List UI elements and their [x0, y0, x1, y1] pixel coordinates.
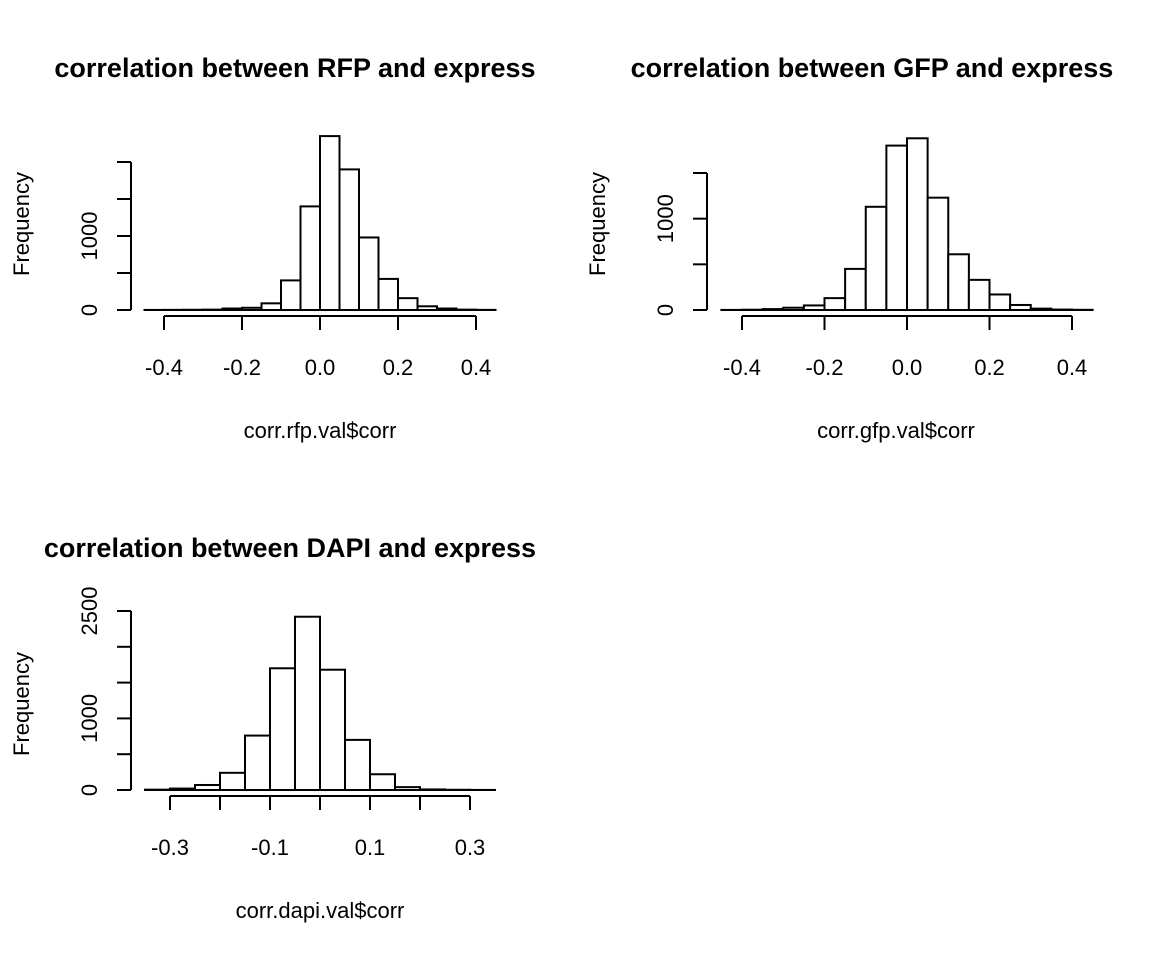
histogram-bar: [802, 304, 826, 311]
y-tick-label: 1000: [653, 194, 678, 243]
histogram-bar: [260, 302, 282, 311]
x-tick-label: 0.0: [305, 355, 336, 380]
histogram-bar: [782, 306, 805, 312]
histogram-bar: [319, 668, 346, 791]
histogram-bar: [269, 667, 296, 792]
histogram-bar: [823, 297, 847, 312]
histogram-bar: [1009, 303, 1032, 311]
x-tick-label: 0.1: [355, 835, 386, 860]
histogram-bar: [436, 307, 458, 311]
y-tick-label: 0: [653, 304, 678, 316]
histogram-bar: [416, 305, 438, 311]
histogram-bar: [397, 297, 419, 312]
y-axis-label: Frequency: [9, 652, 34, 756]
histogram-bar: [394, 786, 421, 791]
histogram-bar: [369, 773, 396, 791]
histogram-bar: [244, 734, 271, 791]
histogram-bar: [194, 783, 221, 791]
chart-title: correlation between DAPI and express: [44, 533, 536, 563]
histogram-bar: [419, 788, 446, 791]
histogram-bar: [967, 278, 991, 311]
x-tick-label: 0.4: [461, 355, 492, 380]
histogram-bar: [906, 137, 929, 311]
x-tick-label: 0.4: [1057, 355, 1088, 380]
y-tick-label: 0: [77, 304, 102, 316]
x-tick-label: 0.0: [892, 355, 923, 380]
chart-title: correlation between RFP and express: [54, 53, 535, 83]
x-axis-label: corr.rfp.val$corr: [244, 418, 397, 443]
histogram-bar: [219, 771, 246, 791]
x-tick-label: 0.2: [383, 355, 414, 380]
x-tick-label: 0.3: [455, 835, 486, 860]
y-axis-label: Frequency: [585, 172, 610, 276]
histogram-bar: [926, 196, 950, 311]
x-axis-label: corr.dapi.val$corr: [236, 898, 405, 923]
panel-rfp: correlation between RFP and express corr…: [9, 53, 536, 443]
histogram-bar: [1029, 307, 1053, 312]
x-tick-label: 0.2: [974, 355, 1005, 380]
y-tick-label: 1000: [77, 694, 102, 743]
histogram-bar: [299, 205, 321, 311]
histogram-bar: [864, 205, 888, 311]
histogram-bar: [344, 738, 371, 792]
histogram-bar: [319, 135, 341, 311]
x-tick-label: -0.1: [251, 835, 289, 860]
histogram-bar: [241, 306, 263, 311]
histogram-bar: [169, 787, 196, 791]
x-axis-label: corr.gfp.val$corr: [817, 418, 975, 443]
y-tick-label: 1000: [77, 212, 102, 261]
y-tick-label: 2500: [77, 587, 102, 636]
panel-dapi: correlation between DAPI and express cor…: [9, 533, 536, 923]
x-tick-label: -0.2: [223, 355, 261, 380]
x-tick-label: -0.4: [145, 355, 183, 380]
histogram-bar: [221, 307, 243, 311]
histogram-bar: [988, 293, 1012, 311]
histogram-bar: [947, 253, 970, 311]
histogram-bar: [280, 279, 302, 311]
histogram-bar: [844, 267, 867, 311]
histogram-bar: [338, 168, 360, 311]
histogram-bar: [761, 308, 785, 312]
x-tick-label: -0.4: [723, 355, 761, 380]
y-tick-label: 0: [77, 784, 102, 796]
histogram-bar: [885, 144, 908, 311]
histogram-bar: [294, 615, 321, 792]
x-tick-label: -0.2: [806, 355, 844, 380]
histogram-bar: [377, 277, 399, 312]
panel-gfp: correlation between GFP and express corr…: [585, 53, 1113, 443]
x-tick-label: -0.3: [151, 835, 189, 860]
chart-title: correlation between GFP and express: [631, 53, 1114, 83]
histogram-bar: [358, 236, 380, 311]
y-axis-label: Frequency: [9, 172, 34, 276]
